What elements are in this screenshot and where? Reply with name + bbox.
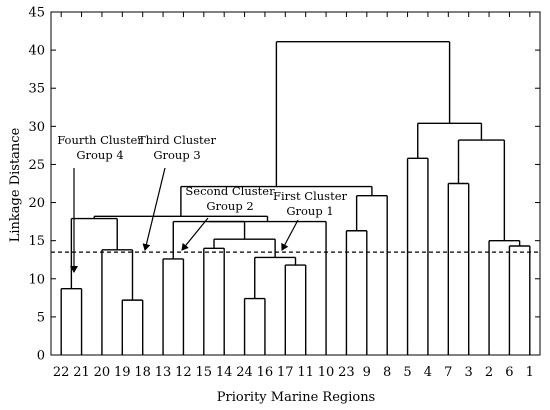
annotation-arrow — [281, 219, 299, 251]
y-tick-label: 40 — [28, 44, 45, 59]
x-tick-label: 20 — [94, 365, 111, 380]
x-tick-label: 14 — [216, 365, 233, 380]
x-tick-label: 13 — [155, 365, 172, 380]
x-tick-label: 8 — [383, 365, 391, 380]
annotation-arrow — [142, 167, 166, 251]
x-tick-label: 19 — [114, 365, 131, 380]
y-tick-label: 25 — [28, 158, 45, 173]
x-tick-label: 4 — [424, 365, 432, 380]
annotation-line2: Group 1 — [286, 204, 333, 218]
x-tick-label: 7 — [444, 365, 452, 380]
y-tick-label: 20 — [28, 196, 45, 211]
x-tick-label: 1 — [526, 365, 534, 380]
y-tick-label: 35 — [28, 82, 45, 97]
y-tick-label: 15 — [28, 234, 45, 249]
y-axis-label: Linkage Distance — [8, 127, 23, 242]
x-tick-label: 15 — [196, 365, 213, 380]
x-tick-label: 11 — [297, 365, 314, 380]
y-tick-label: 30 — [28, 120, 45, 135]
x-tick-label: 9 — [363, 365, 371, 380]
x-tick-label: 5 — [403, 365, 411, 380]
annotation-line1: First Cluster — [273, 189, 348, 203]
annotation-line2: Group 4 — [76, 148, 123, 162]
annotation-line1: Fourth Cluster — [57, 133, 143, 147]
x-tick-label: 24 — [236, 365, 253, 380]
annotation-arrow — [181, 217, 209, 251]
annotation-line2: Group 3 — [153, 148, 200, 162]
plot-border — [50, 11, 541, 356]
x-tick-label: 21 — [73, 365, 90, 380]
plot-frame — [50, 11, 541, 356]
annotation-line1: Third Cluster — [138, 133, 216, 147]
annotation-line2: Group 2 — [206, 199, 253, 213]
x-tick-label: 3 — [465, 365, 473, 380]
x-axis: 22 21 20 19 18 13 12 15 14 24 16 17 11 10 23 9 8 5 4 7 3 2 6 1 — [53, 12, 534, 380]
x-tick-label: 6 — [505, 365, 513, 380]
y-tick-label: 5 — [37, 310, 45, 325]
y-tick-label: 10 — [28, 272, 45, 287]
x-tick-label: 17 — [277, 365, 294, 380]
x-tick-label: 2 — [485, 365, 493, 380]
y-tick-label: 0 — [37, 349, 45, 364]
x-tick-label: 23 — [338, 365, 355, 380]
dendrogram-links — [60, 41, 531, 355]
x-tick-label: 22 — [53, 365, 70, 380]
x-tick-label: 16 — [257, 365, 274, 380]
annotation-line1: Second Cluster — [185, 184, 275, 198]
x-axis-label: Priority Marine Regions — [217, 390, 375, 405]
x-tick-label: 18 — [134, 365, 151, 380]
x-tick-label: 10 — [318, 365, 335, 380]
y-tick-label: 45 — [28, 6, 45, 21]
x-tick-label: 12 — [175, 365, 192, 380]
y-axis: 0 5 10 15 20 25 30 35 40 45 — [28, 6, 540, 364]
